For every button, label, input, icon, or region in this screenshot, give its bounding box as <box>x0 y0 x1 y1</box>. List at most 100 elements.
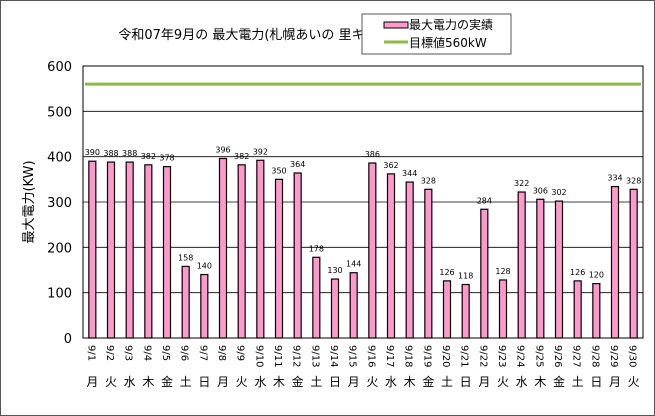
x-tick-label: 9/24 <box>515 345 526 367</box>
bar <box>144 164 153 339</box>
x-tick-label: 9/7 <box>197 345 208 361</box>
data-label: 120 <box>589 271 604 280</box>
x-tick-label: 9/29 <box>608 345 619 367</box>
plot-area <box>82 65 644 339</box>
data-label: 322 <box>514 179 529 188</box>
legend-bar-label: 最大電力の実績 <box>409 17 493 32</box>
x-tick-label: 9/11 <box>272 345 283 367</box>
x-tick-label: 9/13 <box>309 345 320 367</box>
weekday-label: 土 <box>441 375 453 389</box>
data-label: 302 <box>551 188 566 197</box>
data-label: 344 <box>402 169 417 178</box>
bar <box>386 173 396 339</box>
bar <box>536 198 545 339</box>
bar <box>592 283 601 339</box>
bar <box>88 160 97 339</box>
data-label: 382 <box>141 152 156 161</box>
x-tick-label: 9/16 <box>365 345 376 367</box>
data-label: 350 <box>271 166 286 175</box>
data-label: 284 <box>477 196 492 205</box>
data-label: 396 <box>215 145 230 154</box>
x-tick-label: 9/19 <box>421 345 432 367</box>
weekday-label: 水 <box>516 375 528 389</box>
data-label: 364 <box>290 160 305 169</box>
x-tick-label: 9/4 <box>141 345 152 361</box>
weekday-label: 木 <box>534 375 546 389</box>
x-tick-label: 9/5 <box>160 345 171 361</box>
y-tick-label: 100 <box>47 287 72 302</box>
x-tick-label: 9/15 <box>347 345 358 367</box>
weekday-label: 月 <box>348 375 360 389</box>
bar <box>424 188 433 339</box>
bar <box>480 208 489 339</box>
weekday-label: 火 <box>366 375 378 389</box>
weekday-label: 月 <box>217 375 229 389</box>
weekday-label: 木 <box>142 375 154 389</box>
legend-box <box>361 13 512 55</box>
x-tick-label: 9/20 <box>440 345 451 367</box>
data-label: 118 <box>458 272 473 281</box>
x-tick-label: 9/8 <box>216 345 227 361</box>
weekday-label: 金 <box>161 374 173 389</box>
x-tick-label: 9/9 <box>235 345 246 361</box>
y-tick-label: 0 <box>64 332 72 347</box>
y-tick-label: 600 <box>47 60 72 75</box>
weekday-label: 土 <box>180 375 192 389</box>
data-label: 390 <box>85 148 100 157</box>
y-tick-label: 500 <box>47 105 72 120</box>
bar <box>517 191 526 339</box>
weekday-label: 金 <box>292 374 304 389</box>
data-label: 158 <box>178 253 193 262</box>
weekday-label: 火 <box>497 375 509 389</box>
weekday-label: 木 <box>404 375 416 389</box>
x-tick-label: 9/30 <box>627 345 638 367</box>
weekday-label: 日 <box>590 375 602 389</box>
y-tick-label: 400 <box>47 151 72 166</box>
bar <box>349 272 358 339</box>
bar <box>218 157 228 339</box>
bar <box>274 178 284 339</box>
weekday-label: 日 <box>460 375 472 389</box>
data-label: 328 <box>626 176 641 185</box>
bar <box>573 280 582 339</box>
chart-title: 令和07年9月の 最大電力(札幌あいの 里キャンパス) <box>118 27 421 43</box>
weekday-label: 水 <box>124 375 136 389</box>
weekday-label: 土 <box>310 375 322 389</box>
x-tick-label: 9/12 <box>291 345 302 367</box>
bar <box>162 166 172 339</box>
bar <box>237 164 246 339</box>
x-tick-label: 9/17 <box>384 345 395 367</box>
bar <box>461 283 470 339</box>
data-label: 388 <box>103 149 118 158</box>
data-label: 386 <box>365 150 380 159</box>
weekday-label: 水 <box>385 375 397 389</box>
weekday-label: 日 <box>329 375 341 389</box>
weekday-label: 金 <box>422 374 434 389</box>
bar <box>554 200 564 339</box>
x-tick-label: 9/22 <box>477 345 488 367</box>
data-label: 130 <box>327 266 342 275</box>
x-tick-label: 9/21 <box>459 345 470 367</box>
data-label: 382 <box>234 152 249 161</box>
x-tick-label: 9/18 <box>403 345 414 367</box>
bar <box>442 280 452 339</box>
y-tick-label: 300 <box>47 196 72 211</box>
data-label: 126 <box>570 268 585 277</box>
x-tick-label: 9/23 <box>496 345 507 367</box>
bar <box>330 278 340 339</box>
weekday-label: 火 <box>236 375 248 389</box>
weekday-label: 月 <box>609 375 621 389</box>
legend-line-label: 目標値560kW <box>409 35 487 50</box>
weekday-label: 土 <box>572 375 584 389</box>
y-tick-label: 200 <box>47 241 72 256</box>
x-tick-label: 9/2 <box>104 345 115 361</box>
data-label: 178 <box>309 244 324 253</box>
weekday-label: 月 <box>478 375 490 389</box>
bar <box>256 159 265 339</box>
bar <box>125 161 134 339</box>
weekday-label: 月 <box>86 375 98 389</box>
x-tick-label: 9/3 <box>123 345 134 361</box>
weekday-label: 火 <box>628 375 640 389</box>
bar <box>106 161 116 339</box>
